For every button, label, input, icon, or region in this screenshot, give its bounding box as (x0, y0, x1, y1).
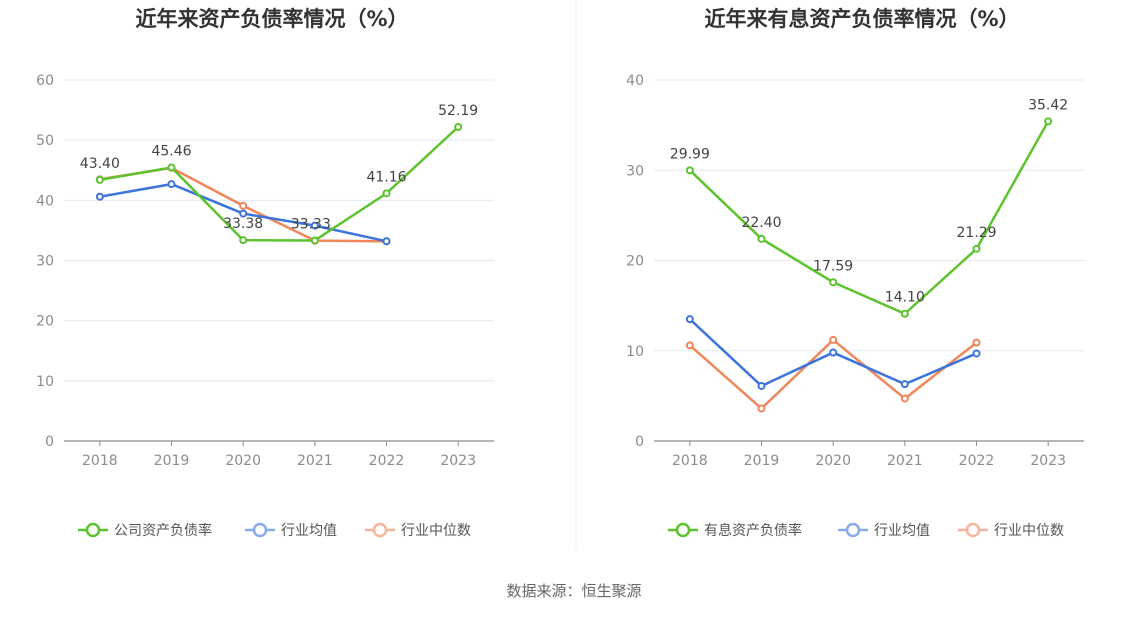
debt-ratio-chart: 近年来资产负债率情况（%） 0 10 20 30 40 50 60 2018 2019 2020 20… (36, 7, 494, 539)
y-tick-label: 10 (36, 374, 54, 390)
chart-title: 近年来有息资产负债率情况（%） (704, 7, 1019, 31)
data-point (382, 237, 391, 246)
x-tick-label: 2023 (1030, 453, 1066, 469)
data-point (239, 209, 248, 218)
data-label: 21.29 (956, 225, 996, 241)
data-point (685, 341, 694, 350)
data-point (900, 380, 909, 389)
data-point (829, 348, 838, 357)
legend-item[interactable]: 公司资产负债率 (78, 522, 212, 539)
legend-swatch-marker (845, 522, 861, 538)
x-tick-label: 2021 (297, 453, 333, 469)
series-line (99, 126, 460, 242)
chart-title: 近年来资产负债率情况（%） (135, 7, 408, 31)
data-label: 17.59 (813, 258, 853, 274)
data-point (167, 180, 176, 189)
data-label: 22.40 (741, 215, 781, 231)
data-label: 35.42 (1028, 97, 1068, 113)
y-tick-label: 20 (36, 314, 54, 330)
x-tick-label: 2021 (887, 453, 923, 469)
data-point (310, 221, 319, 230)
data-point (239, 236, 248, 245)
data-point (310, 236, 319, 245)
data-point (757, 381, 766, 390)
legend-item[interactable]: 行业中位数 (365, 522, 471, 539)
interest-debt-ratio-chart: 近年来有息资产负债率情况（%） 0 10 20 30 40 2018 2019 2020 2021… (626, 7, 1084, 539)
y-tick-label: 30 (36, 254, 54, 270)
data-point (972, 338, 981, 347)
data-point (900, 309, 909, 318)
legend-item[interactable]: 有息资产负债率 (668, 522, 802, 539)
legend-item[interactable]: 行业中位数 (958, 522, 1064, 539)
data-point (685, 315, 694, 324)
data-label: 41.16 (366, 169, 406, 185)
y-tick-label: 40 (626, 73, 644, 89)
x-tick-label: 2018 (672, 453, 708, 469)
data-point (829, 335, 838, 344)
data-label: 14.10 (885, 290, 925, 306)
data-label: 29.99 (670, 146, 710, 162)
x-tick-label: 2020 (815, 453, 851, 469)
y-tick-label: 10 (626, 344, 644, 360)
source-note: 数据来源：恒生聚源 (506, 582, 642, 600)
data-label: 33.33 (291, 216, 331, 232)
legend-swatch-marker (965, 522, 981, 538)
y-tick-label: 50 (36, 133, 54, 149)
x-tick-label: 2019 (154, 453, 190, 469)
data-point (454, 122, 463, 131)
x-tick-label: 2018 (82, 453, 118, 469)
data-point (757, 234, 766, 243)
y-tick-label: 30 (626, 163, 644, 179)
x-tick-label: 2020 (225, 453, 261, 469)
y-tick-label: 40 (36, 193, 54, 209)
data-point (239, 201, 248, 210)
y-tick-label: 0 (635, 434, 644, 450)
legend-swatch-marker (675, 522, 691, 538)
legend-swatch-marker (372, 522, 388, 538)
data-point (95, 175, 104, 184)
data-label: 43.40 (80, 156, 120, 172)
legend-swatch-marker (252, 522, 268, 538)
data-point (95, 192, 104, 201)
series-line (688, 120, 1050, 315)
x-tick-label: 2023 (440, 453, 476, 469)
legend-swatch-marker (85, 522, 101, 538)
legend-label: 行业均值 (281, 523, 337, 539)
x-tick-label: 2022 (369, 453, 405, 469)
data-label: 33.38 (223, 216, 263, 232)
legend-item[interactable]: 行业均值 (838, 522, 930, 539)
legend-label: 行业中位数 (994, 523, 1064, 539)
data-label: 52.19 (438, 103, 478, 119)
x-tick-label: 2019 (744, 453, 780, 469)
data-point (829, 278, 838, 287)
y-tick-label: 60 (36, 73, 54, 89)
legend-label: 公司资产负债率 (114, 522, 212, 539)
data-point (757, 404, 766, 413)
data-point (972, 244, 981, 253)
data-point (972, 349, 981, 358)
data-point (900, 394, 909, 403)
y-tick-label: 20 (626, 254, 644, 270)
data-label: 45.46 (151, 143, 191, 159)
x-tick-label: 2022 (959, 453, 995, 469)
data-point (382, 189, 391, 198)
data-point (1044, 117, 1053, 126)
y-tick-label: 0 (45, 434, 54, 450)
legend-label: 行业中位数 (401, 523, 471, 539)
legend-label: 有息资产负债率 (704, 522, 802, 539)
data-point (685, 166, 694, 175)
legend-label: 行业均值 (874, 523, 930, 539)
data-point (167, 163, 176, 172)
legend-item[interactable]: 行业均值 (245, 522, 337, 539)
